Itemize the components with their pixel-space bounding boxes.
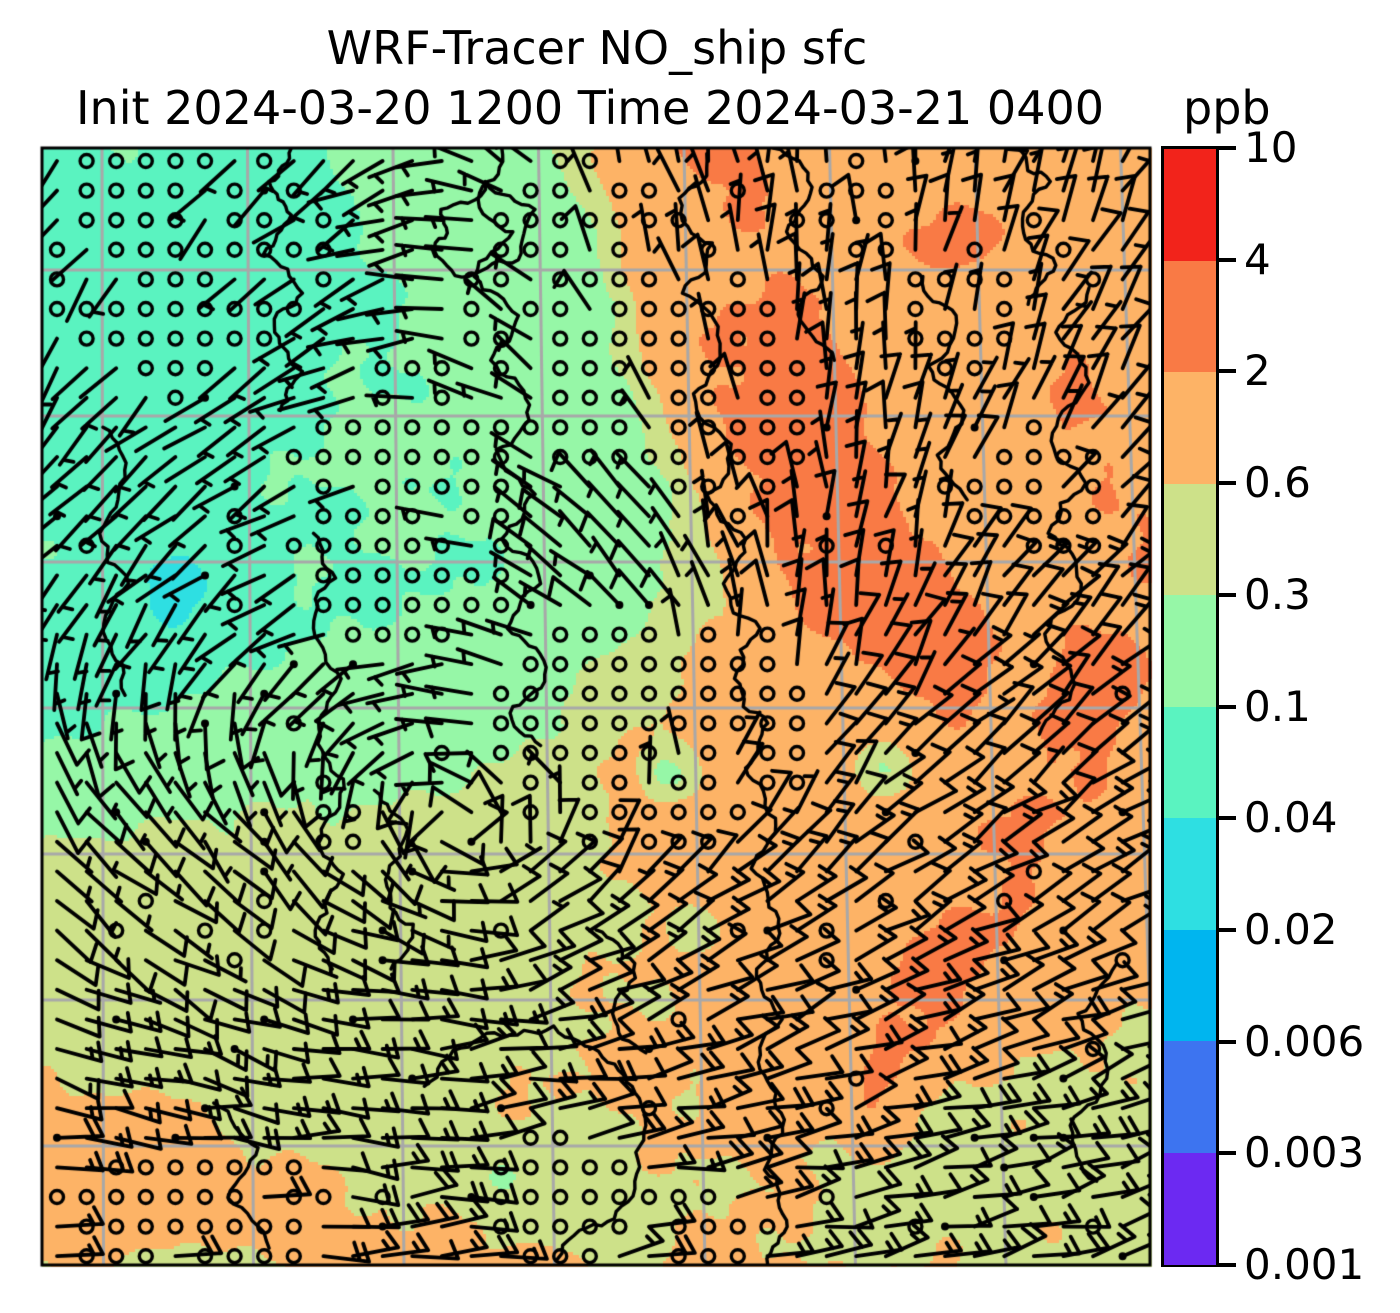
colorbar-segment	[1164, 149, 1216, 261]
colorbar-segment	[1164, 1152, 1216, 1265]
colorbar-tick-label: 0.04	[1244, 793, 1338, 843]
colorbar-tick-label: 0.1	[1244, 681, 1311, 731]
colorbar-tick-mark	[1219, 369, 1236, 374]
colorbar-tick-label: 0.6	[1244, 458, 1311, 508]
colorbar-tick-label: 0.02	[1244, 904, 1338, 954]
colorbar-tick-label: 0.006	[1244, 1016, 1365, 1066]
colorbar-segment	[1164, 1041, 1216, 1153]
colorbar-segment	[1164, 818, 1216, 930]
colorbar-tick-label: 0.001	[1244, 1240, 1365, 1289]
colorbar-units-label: ppb	[1183, 81, 1271, 135]
colorbar-tick-label: 2	[1244, 346, 1271, 396]
colorbar-tick-mark	[1219, 927, 1236, 932]
colorbar-tick-mark	[1219, 257, 1236, 262]
colorbar-tick-label: 4	[1244, 234, 1271, 284]
colorbar-tick-mark	[1219, 481, 1236, 486]
plot-title: WRF-Tracer NO_ship sfc	[326, 21, 868, 75]
colorbar-tick-mark	[1219, 704, 1236, 709]
colorbar-segment	[1164, 929, 1216, 1042]
colorbar-segment	[1164, 706, 1216, 819]
colorbar-tick-mark	[1219, 816, 1236, 821]
colorbar-tick-mark	[1219, 1151, 1236, 1156]
colorbar-tick-mark	[1219, 1039, 1236, 1044]
colorbar-segment	[1164, 595, 1216, 707]
colorbar	[1161, 146, 1219, 1267]
colorbar-segment	[1164, 260, 1216, 373]
colorbar-tick-label: 0.003	[1244, 1128, 1365, 1178]
plot-subtitle: Init 2024-03-20 1200 Time 2024-03-21 040…	[75, 81, 1104, 135]
colorbar-segment	[1164, 483, 1216, 596]
colorbar-segment	[1164, 372, 1216, 484]
colorbar-tick-mark	[1219, 1263, 1236, 1267]
colorbar-tick-label: 0.3	[1244, 569, 1311, 619]
colorbar-tick-mark	[1219, 592, 1236, 597]
colorbar-tick-mark	[1219, 146, 1236, 150]
colorbar-tick-label: 10	[1244, 123, 1298, 172]
